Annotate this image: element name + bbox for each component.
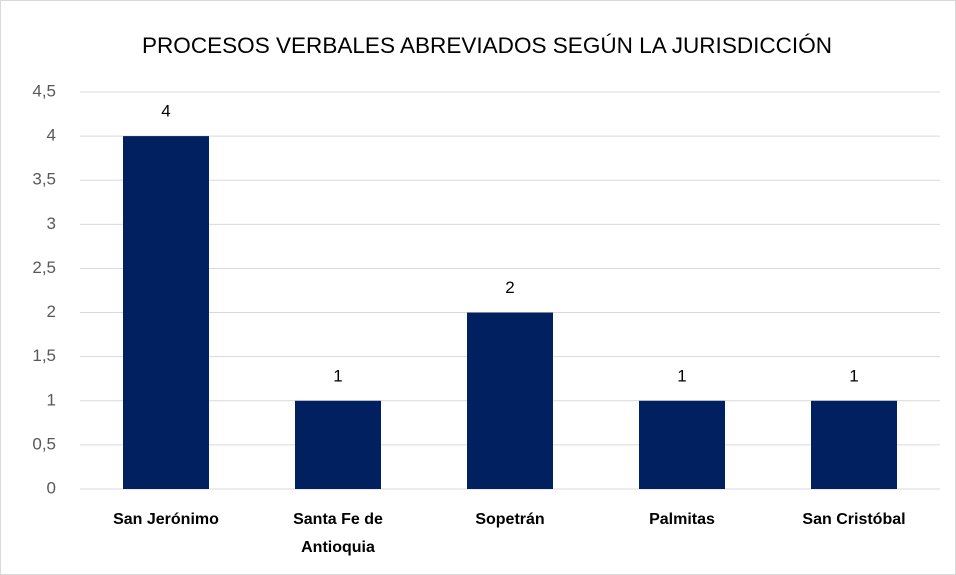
y-tick-label: 3,5	[32, 170, 56, 189]
x-tick-label: San Jerónimo	[113, 511, 219, 528]
bar	[123, 136, 209, 489]
x-tick-label: San Cristóbal	[802, 511, 906, 528]
y-tick-label: 0	[47, 478, 56, 497]
bar	[811, 400, 897, 489]
x-tick-label: Santa Fe de Antioquia	[293, 511, 383, 556]
data-label: 4	[161, 102, 170, 121]
bar	[295, 400, 381, 489]
data-label: 1	[849, 366, 858, 385]
y-tick-label: 1	[47, 390, 56, 409]
bar	[639, 400, 725, 489]
y-tick-label: 1,5	[32, 346, 56, 365]
y-tick-label: 0,5	[32, 434, 56, 453]
x-tick-label: Palmitas	[649, 511, 715, 528]
data-label: 1	[333, 366, 342, 385]
y-tick-label: 2,5	[32, 258, 56, 277]
y-tick-label: 4,5	[32, 81, 56, 100]
y-tick-label: 3	[47, 214, 56, 233]
bar	[467, 312, 553, 489]
chart-title: PROCESOS VERBALES ABREVIADOS SEGÚN LA JU…	[142, 33, 832, 58]
y-tick-label: 4	[47, 126, 56, 145]
data-label: 2	[505, 278, 514, 297]
y-tick-label: 2	[47, 302, 56, 321]
data-label: 1	[677, 366, 686, 385]
x-tick-label: Sopetrán	[475, 511, 545, 528]
